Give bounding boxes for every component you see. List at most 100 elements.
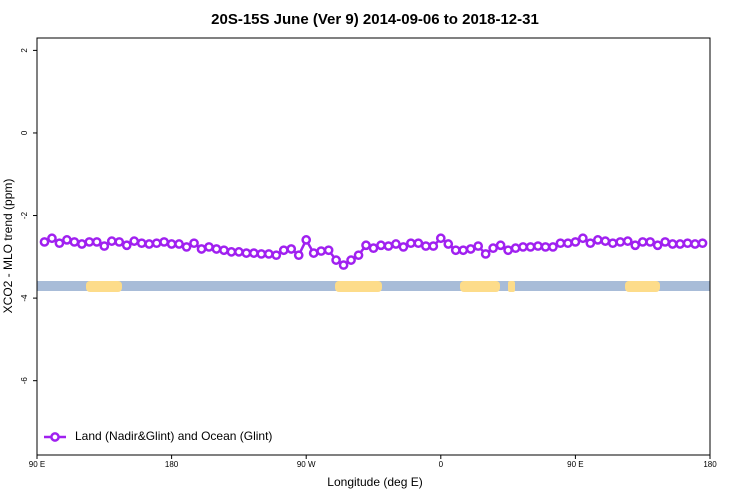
data-point [525, 242, 536, 252]
data-point [77, 239, 87, 249]
data-point [338, 260, 349, 270]
data-point [473, 241, 484, 251]
data-point [211, 244, 222, 254]
data-point [563, 238, 573, 249]
y-axis-label: XCO2 - MLO trend (ppm) [1, 179, 15, 314]
x-axis-label: Longitude (deg E) [327, 475, 422, 489]
x-tick-label: 180 [165, 460, 179, 469]
data-point [413, 238, 424, 249]
data-point [578, 233, 588, 244]
data-point [353, 250, 364, 261]
data-point [495, 240, 506, 251]
data-point [166, 239, 177, 249]
data-point [159, 237, 169, 247]
data-point [503, 245, 513, 256]
data-point [361, 240, 371, 251]
data-point [278, 245, 289, 256]
data-point [189, 238, 199, 249]
data-point [263, 249, 274, 259]
y-tick-label: -6 [20, 377, 29, 385]
data-point [660, 237, 670, 247]
data-point [106, 236, 117, 246]
data-point [234, 247, 244, 257]
data-point [181, 242, 192, 252]
data-point [600, 236, 611, 246]
data-point [331, 255, 341, 265]
data-point [308, 248, 319, 258]
data-point [293, 250, 304, 261]
data-point [592, 235, 603, 245]
land-band [335, 281, 382, 292]
y-tick-label: -4 [20, 294, 29, 302]
data-point [219, 245, 229, 256]
data-point [368, 243, 379, 254]
data-point [346, 255, 356, 265]
data-point [121, 240, 132, 251]
data-point [607, 238, 618, 249]
data-point [54, 238, 65, 249]
data-point [510, 243, 521, 254]
data-point [323, 245, 334, 256]
data-point [450, 245, 461, 256]
data-point [420, 241, 431, 251]
data-point [690, 239, 700, 249]
data-point [645, 237, 656, 247]
data-point [271, 250, 282, 261]
land-band [625, 281, 660, 292]
data-point [682, 238, 693, 249]
data-point [249, 248, 259, 258]
data-point [675, 239, 685, 249]
land-band [86, 281, 122, 292]
data-point [376, 240, 386, 251]
data-point [533, 241, 543, 251]
chart-title: 20S-15S June (Ver 9) 2014-09-06 to 2018-… [211, 11, 539, 28]
data-point [518, 242, 528, 252]
data-point [488, 243, 498, 254]
data-point [84, 237, 95, 247]
data-point [637, 237, 648, 247]
x-tick-label: 90 E [567, 460, 583, 469]
data-point [204, 242, 214, 252]
legend-marker [50, 432, 60, 442]
y-tick-label: 0 [20, 130, 29, 135]
x-tick-label: 180 [703, 460, 717, 469]
data-point [585, 238, 596, 249]
data-point [615, 237, 626, 247]
data-point [226, 247, 237, 257]
data-point [47, 233, 57, 244]
data-point [697, 238, 708, 249]
data-point [540, 242, 551, 252]
x-tick-label: 90 W [297, 460, 316, 469]
data-point [435, 233, 446, 244]
data-point [114, 237, 125, 247]
data-point [39, 237, 50, 247]
data-point [129, 236, 140, 246]
data-point [286, 244, 297, 254]
data-point [62, 235, 72, 245]
surface-band [37, 281, 710, 292]
data-point [570, 237, 581, 247]
data-point [622, 236, 633, 246]
data-point [480, 249, 491, 259]
x-tick-label: 0 [439, 460, 444, 469]
data-point [555, 238, 566, 249]
data-point [151, 238, 162, 249]
plot-frame [36, 37, 711, 456]
data-point [91, 237, 102, 247]
data-point [241, 248, 252, 258]
data-point [548, 242, 558, 252]
data-point [316, 246, 327, 256]
data-point [144, 239, 155, 249]
data-point [256, 249, 267, 259]
x-tick-label: 90 E [29, 460, 45, 469]
legend-label: Land (Nadir&Glint) and Ocean (Glint) [75, 429, 272, 443]
data-point [443, 239, 454, 249]
land-band [460, 281, 500, 292]
data-point [301, 235, 312, 245]
data-point [383, 241, 394, 251]
data-point [458, 245, 469, 256]
data-point [465, 244, 476, 254]
y-tick-label: 2 [20, 48, 29, 53]
data-point [630, 240, 641, 251]
